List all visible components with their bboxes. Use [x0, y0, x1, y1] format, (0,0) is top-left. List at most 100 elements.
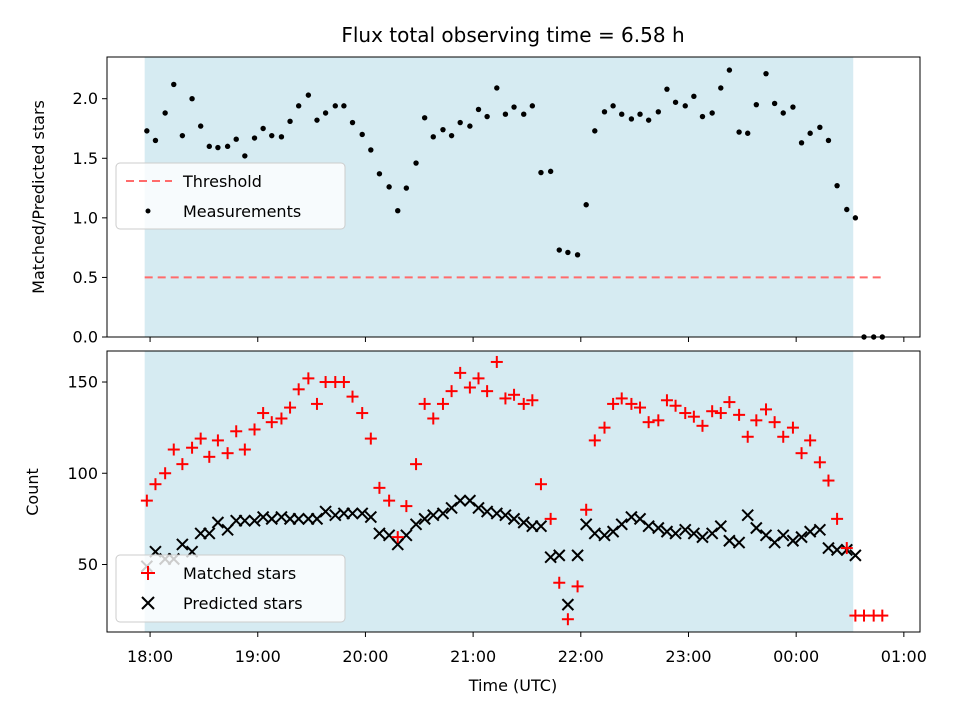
matched-star-marker	[660, 394, 673, 407]
matched-star-marker	[642, 416, 655, 429]
matched-star-marker	[553, 576, 566, 589]
matched-star-marker	[248, 423, 261, 436]
matched-star-marker	[176, 458, 189, 471]
x-tick-label: 01:00	[881, 647, 927, 666]
matched-stars-points	[140, 355, 889, 626]
matched-star-marker	[625, 397, 638, 410]
bottom-panel: 50 100 150 18:00 19:00 20:00 21:00 22:00 23:00 0…	[23, 350, 927, 695]
matched-star-marker	[706, 405, 719, 418]
matched-star-marker	[508, 388, 521, 401]
legend-predicted-label: Predicted stars	[183, 594, 303, 613]
measurement-point	[224, 143, 231, 150]
matched-star-marker	[822, 474, 835, 487]
measurement-point	[664, 86, 670, 92]
measurement-point	[771, 100, 778, 107]
predicted-star-marker	[472, 501, 485, 515]
measurement-point	[807, 130, 813, 136]
predicted-star-marker	[211, 516, 225, 529]
predicted-star-marker	[795, 530, 808, 544]
measurement-point	[430, 134, 436, 140]
measurement-point	[699, 113, 706, 120]
legend-measurements-swatch	[145, 208, 151, 214]
matched-star-marker	[194, 432, 207, 445]
matched-star-marker	[427, 412, 440, 425]
predicted-star-marker	[453, 494, 467, 507]
top-legend: Threshold Measurements	[115, 162, 346, 230]
measurement-point	[645, 117, 652, 123]
matched-star-marker	[652, 414, 665, 427]
measurement-point	[637, 111, 643, 117]
measurement-point	[655, 109, 662, 115]
predicted-star-marker	[553, 549, 566, 562]
measurement-point	[790, 104, 796, 110]
top-x-axis	[149, 337, 905, 342]
measurements-points	[144, 67, 886, 340]
matched-star-marker	[472, 372, 485, 385]
measurement-point	[691, 93, 697, 100]
matched-star-marker	[436, 397, 449, 410]
matched-star-marker	[588, 434, 601, 447]
measurement-point	[260, 125, 266, 132]
measurement-point	[278, 134, 285, 140]
x-tick-label: 22:00	[558, 647, 604, 666]
top-panel: 0.0 0.5 1.0 1.5 2.0 Flux total observing tim…	[29, 23, 921, 347]
predicted-star-marker	[786, 534, 800, 547]
measurement-point	[628, 116, 635, 122]
measurement-point	[314, 117, 320, 123]
predicted-star-marker	[517, 516, 530, 529]
measurement-point	[484, 113, 490, 120]
top-y-tick-label: 1.0	[73, 208, 98, 227]
matched-star-marker	[696, 419, 709, 432]
measurement-point	[251, 135, 258, 141]
top-y-tick-label: 0.5	[73, 268, 98, 287]
measurement-point	[197, 123, 204, 129]
predicted-star-marker	[714, 519, 727, 533]
predicted-star-marker	[679, 523, 692, 537]
matched-star-marker	[302, 372, 315, 385]
chart-title: Flux total observing time = 6.58 h	[341, 23, 684, 47]
matched-star-marker	[534, 478, 547, 491]
x-tick-label: 18:00	[127, 647, 173, 666]
matched-star-marker	[140, 494, 153, 507]
predicted-star-marker	[813, 523, 827, 537]
matched-star-marker	[463, 381, 476, 394]
measurement-point	[547, 168, 554, 175]
matched-star-marker	[571, 580, 584, 593]
measurement-point	[753, 101, 760, 108]
matched-star-marker	[490, 355, 503, 368]
predicted-star-marker	[176, 538, 189, 551]
measurement-point	[538, 169, 544, 176]
measurement-point	[780, 110, 786, 116]
predicted-star-marker	[777, 529, 790, 542]
matched-star-marker	[418, 397, 431, 410]
measurement-point	[368, 147, 374, 153]
x-tick-label: 19:00	[235, 647, 281, 666]
matched-star-marker	[275, 412, 288, 425]
measurement-point	[144, 128, 150, 134]
bottom-legend-box	[115, 554, 346, 623]
predicted-stars-points	[140, 494, 862, 611]
measurement-point	[403, 185, 410, 191]
matched-star-marker	[221, 447, 234, 460]
predicted-star-marker	[615, 518, 628, 531]
matched-star-marker	[454, 366, 467, 379]
measurement-point	[295, 103, 302, 109]
matched-star-marker	[840, 542, 853, 555]
measurement-point	[521, 111, 527, 117]
matched-star-marker	[598, 421, 611, 434]
matched-star-marker	[337, 376, 350, 389]
measurement-point	[386, 184, 392, 190]
measurement-point	[269, 132, 275, 139]
top-legend-box	[115, 162, 346, 230]
predicted-star-marker	[750, 521, 763, 535]
predicted-star-marker	[588, 527, 602, 540]
measurement-point	[574, 252, 581, 258]
predicted-star-marker	[409, 518, 423, 531]
measurement-point	[494, 85, 500, 91]
measurement-point	[817, 124, 823, 130]
measurement-point	[511, 104, 517, 110]
x-tick-label: 20:00	[342, 647, 388, 666]
measurement-point	[475, 106, 482, 113]
measurement-point	[592, 128, 598, 134]
